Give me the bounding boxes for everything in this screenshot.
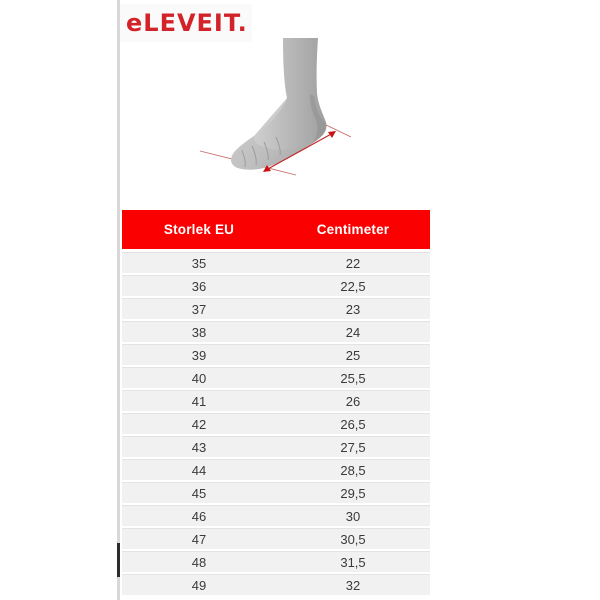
centimeter-cell: 29,5 xyxy=(340,485,366,501)
size-eu-cell: 35 xyxy=(191,255,207,271)
centimeter-cell: 26,5 xyxy=(340,416,366,432)
size-table-row: 40 25,5 xyxy=(122,367,430,390)
size-eu-cell: 46 xyxy=(191,508,207,524)
size-eu-cell: 49 xyxy=(191,577,207,593)
size-table-row: 44 28,5 xyxy=(122,459,430,482)
eleveit-logo-text: eLEVEIT. xyxy=(126,9,248,37)
size-eu-cell: 48 xyxy=(191,554,207,570)
vertical-scrollbar-track[interactable] xyxy=(117,0,120,600)
column-header-size-eu: Storlek EU xyxy=(163,222,235,237)
forefoot-shade xyxy=(231,98,310,170)
size-chart-header-row: Storlek EU Centimeter xyxy=(122,210,430,249)
size-eu-cell: 38 xyxy=(191,324,207,340)
centimeter-cell: 24 xyxy=(345,324,361,340)
centimeter-cell: 23 xyxy=(345,301,361,317)
heel-extension-line xyxy=(321,122,352,138)
size-eu-cell: 37 xyxy=(191,301,207,317)
centimeter-cell: 30 xyxy=(345,508,361,524)
size-chart-table: Storlek EU Centimeter 35 22 36 22,5 37 23 38 24… xyxy=(122,210,430,597)
eleveit-logo: eLEVEIT. xyxy=(120,4,252,42)
size-chart-body: 35 22 36 22,5 37 23 38 24 39 25 40 25,5 41 26 42 26,5 43… xyxy=(122,252,430,597)
foot-shape xyxy=(231,38,327,170)
toe-lines xyxy=(241,136,281,168)
size-eu-cell: 36 xyxy=(191,278,207,294)
size-eu-cell: 47 xyxy=(191,531,207,547)
size-eu-cell: 40 xyxy=(191,370,207,386)
measure-arrowhead-toe xyxy=(263,165,271,172)
centimeter-cell: 32 xyxy=(345,577,361,593)
size-eu-cell: 43 xyxy=(191,439,207,455)
size-table-row: 42 26,5 xyxy=(122,413,430,436)
centimeter-cell: 31,5 xyxy=(340,554,366,570)
foot-illustration-svg xyxy=(199,38,352,176)
size-table-row: 47 30,5 xyxy=(122,528,430,551)
size-eu-cell: 42 xyxy=(191,416,207,432)
size-table-row: 48 31,5 xyxy=(122,551,430,574)
size-table-row: 41 26 xyxy=(122,390,430,413)
size-table-row: 36 22,5 xyxy=(122,275,430,298)
size-eu-cell: 44 xyxy=(191,462,207,478)
foot-length-measure-line xyxy=(265,132,334,171)
size-table-row: 45 29,5 xyxy=(122,482,430,505)
size-table-row: 35 22 xyxy=(122,252,430,275)
foot-measurement-illustration xyxy=(192,38,352,196)
size-eu-cell: 39 xyxy=(191,347,207,363)
centimeter-cell: 22 xyxy=(345,255,361,271)
size-table-row: 43 27,5 xyxy=(122,436,430,459)
vertical-scrollbar-thumb[interactable] xyxy=(117,543,120,577)
size-table-row: 38 24 xyxy=(122,321,430,344)
size-table-row: 37 23 xyxy=(122,298,430,321)
centimeter-cell: 22,5 xyxy=(340,278,366,294)
heel-shade xyxy=(310,94,326,142)
size-eu-cell: 41 xyxy=(191,393,207,409)
measure-arrowhead-heel xyxy=(328,131,336,138)
centimeter-cell: 25 xyxy=(345,347,361,363)
size-eu-cell: 45 xyxy=(191,485,207,501)
centimeter-cell: 27,5 xyxy=(340,439,366,455)
centimeter-cell: 30,5 xyxy=(340,531,366,547)
size-table-row: 46 30 xyxy=(122,505,430,528)
size-table-row: 39 25 xyxy=(122,344,430,367)
column-header-centimeter: Centimeter xyxy=(316,222,390,237)
centimeter-cell: 28,5 xyxy=(340,462,366,478)
size-table-row: 49 32 xyxy=(122,574,430,597)
centimeter-cell: 25,5 xyxy=(340,370,366,386)
centimeter-cell: 26 xyxy=(345,393,361,409)
